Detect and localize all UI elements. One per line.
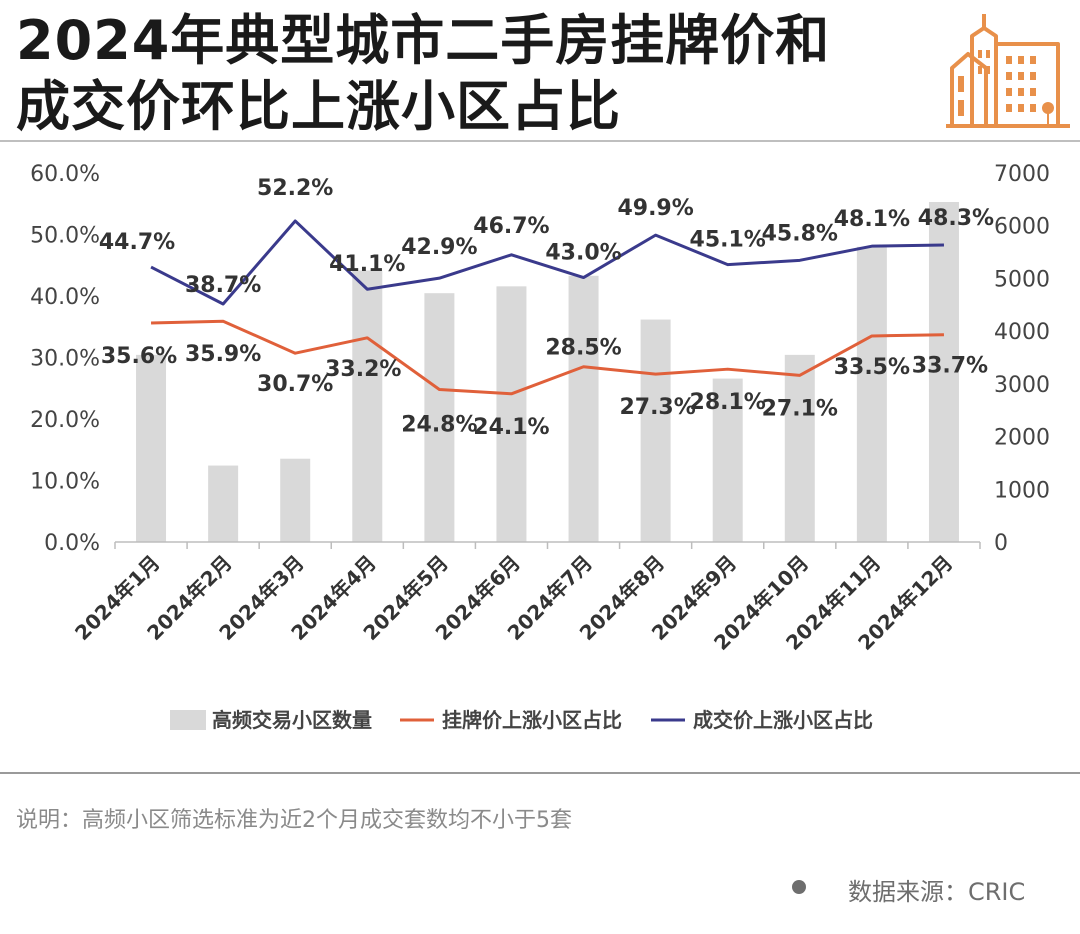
legend-label: 成交价上涨小区占比 (693, 708, 873, 732)
left-axis-tick-label: 30.0% (30, 347, 100, 372)
right-axis-tick-label: 1000 (994, 478, 1050, 503)
data-label: 33.2% (325, 357, 401, 382)
data-label: 33.5% (834, 355, 910, 380)
left-axis-tick-label: 50.0% (30, 224, 100, 249)
bar (568, 275, 599, 542)
data-label: 28.5% (545, 336, 621, 361)
left-axis-tick-label: 0.0% (44, 531, 100, 556)
data-label: 44.7% (99, 230, 175, 255)
data-label: 45.1% (690, 228, 766, 253)
left-axis-tick-label: 20.0% (30, 408, 100, 433)
legend-label: 挂牌价上涨小区占比 (442, 708, 622, 732)
data-label: 46.7% (473, 214, 549, 239)
right-axis-tick-label: 0 (994, 531, 1008, 556)
data-label: 43.0% (545, 241, 621, 266)
title-divider (0, 140, 1080, 142)
data-source: 数据来源：CRIC (848, 878, 1026, 906)
data-label: 24.1% (473, 415, 549, 440)
footer-divider (0, 772, 1080, 774)
bar (208, 465, 239, 542)
data-label: 49.9% (617, 196, 693, 221)
title-line-2: 成交价环比上涨小区占比 (16, 75, 621, 138)
data-label: 28.1% (690, 390, 766, 415)
right-axis-tick-label: 7000 (994, 162, 1050, 187)
data-label: 35.9% (185, 342, 261, 367)
bar (352, 270, 383, 542)
source-bullet-icon (792, 880, 806, 894)
data-label: 41.1% (329, 252, 405, 277)
title-line-1: 2024年典型城市二手房挂牌价和 (16, 9, 831, 72)
right-axis-tick-label: 5000 (994, 267, 1050, 292)
bar (784, 354, 815, 542)
data-label: 30.7% (257, 372, 333, 397)
left-axis-tick-label: 10.0% (30, 470, 100, 495)
bar (712, 378, 743, 542)
right-axis-tick-label: 6000 (994, 215, 1050, 240)
bar (424, 293, 455, 542)
bar (280, 458, 311, 542)
bar (496, 286, 527, 542)
data-label: 35.6% (101, 344, 177, 369)
data-label: 48.1% (834, 207, 910, 232)
data-label: 38.7% (185, 273, 261, 298)
bar (856, 246, 887, 543)
left-axis-tick-label: 60.0% (30, 162, 100, 187)
data-label: 33.7% (912, 354, 988, 379)
chart: 0.0% 10.0% 20.0% 30.0% 40.0% 50.0% 60.0% 0 1000 2… (30, 162, 1050, 732)
bar (136, 354, 167, 542)
series-line (150, 219, 944, 306)
data-label: 52.2% (257, 176, 333, 201)
data-label: 45.8% (762, 221, 838, 246)
building-icon (946, 14, 1070, 128)
right-axis-tick-label: 3000 (994, 373, 1050, 398)
data-label: 27.1% (762, 396, 838, 421)
series-line (151, 319, 944, 396)
bar (928, 201, 959, 542)
data-label: 42.9% (401, 235, 477, 260)
legend-bar-swatch (170, 710, 206, 730)
data-label: 24.8% (401, 412, 477, 437)
right-axis-tick-label: 2000 (994, 426, 1050, 451)
bar (640, 319, 671, 542)
legend-label: 高频交易小区数量 (212, 708, 372, 732)
data-label: 27.3% (619, 395, 695, 420)
footnote: 说明：高频小区筛选标准为近2个月成交套数均不小于5套 (16, 808, 572, 833)
page-title: 2024年典型城市二手房挂牌价和 成交价环比上涨小区占比 (16, 8, 830, 140)
data-label: 48.3% (918, 206, 994, 231)
right-axis-tick-label: 4000 (994, 320, 1050, 345)
left-axis-tick-label: 40.0% (30, 285, 100, 310)
